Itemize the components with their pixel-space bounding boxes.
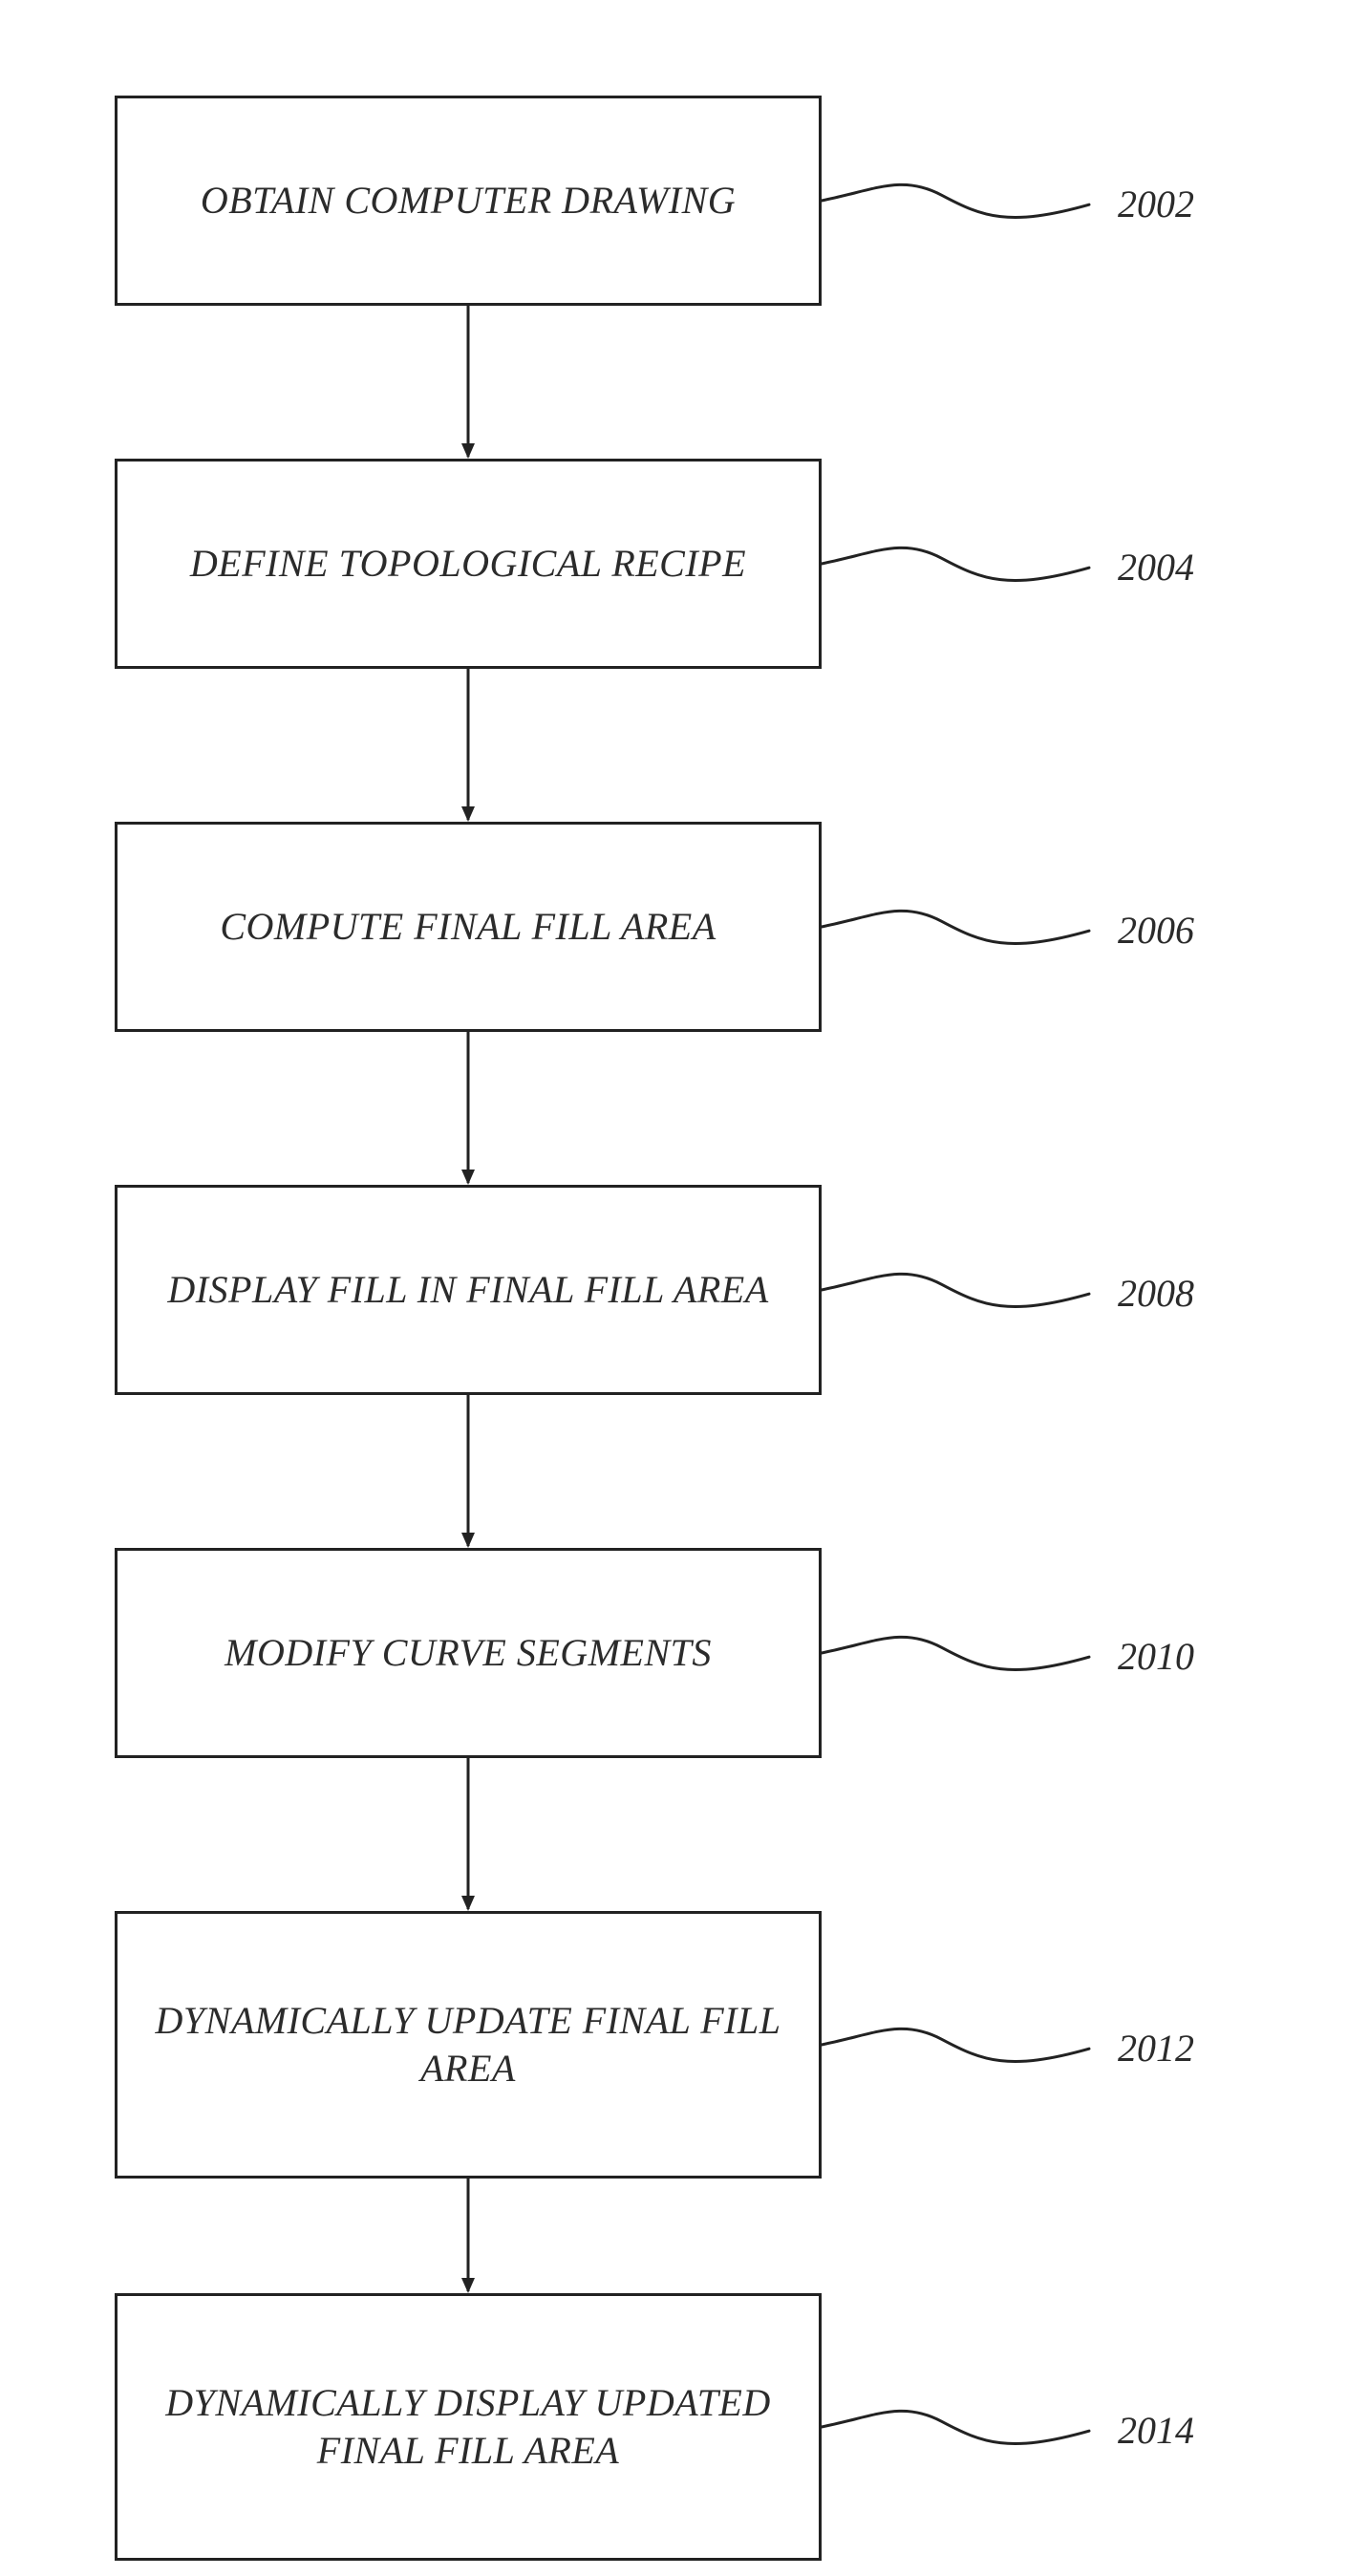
step-label: DYNAMICALLY DISPLAY UPDATED FINAL FILL A… xyxy=(165,2379,771,2475)
step-box-2002: OBTAIN COMPUTER DRAWING xyxy=(115,96,822,306)
step-box-2006: COMPUTE FINAL FILL AREA xyxy=(115,822,822,1032)
ref-label-2004: 2004 xyxy=(1118,545,1194,590)
ref-squiggle xyxy=(822,1637,1089,1669)
step-label: OBTAIN COMPUTER DRAWING xyxy=(201,177,736,225)
ref-label-2010: 2010 xyxy=(1118,1634,1194,1679)
flowchart-canvas: OBTAIN COMPUTER DRAWING DEFINE TOPOLOGIC… xyxy=(0,0,1369,2576)
ref-label-2002: 2002 xyxy=(1118,182,1194,226)
ref-label-2014: 2014 xyxy=(1118,2408,1194,2453)
squiggles-group xyxy=(822,184,1089,2443)
ref-label-2008: 2008 xyxy=(1118,1271,1194,1316)
step-box-2008: DISPLAY FILL IN FINAL FILL AREA xyxy=(115,1185,822,1395)
ref-squiggle xyxy=(822,2411,1089,2443)
step-label: COMPUTE FINAL FILL AREA xyxy=(220,903,716,951)
step-box-2004: DEFINE TOPOLOGICAL RECIPE xyxy=(115,459,822,669)
ref-squiggle xyxy=(822,184,1089,217)
ref-squiggle xyxy=(822,547,1089,580)
step-label: DEFINE TOPOLOGICAL RECIPE xyxy=(190,540,746,588)
ref-label-2006: 2006 xyxy=(1118,908,1194,953)
step-label: DISPLAY FILL IN FINAL FILL AREA xyxy=(167,1266,768,1314)
ref-squiggle xyxy=(822,2029,1089,2061)
ref-squiggle xyxy=(822,1274,1089,1306)
ref-label-2012: 2012 xyxy=(1118,2026,1194,2071)
step-label: MODIFY CURVE SEGMENTS xyxy=(225,1629,712,1677)
step-box-2014: DYNAMICALLY DISPLAY UPDATED FINAL FILL A… xyxy=(115,2293,822,2561)
step-label: DYNAMICALLY UPDATE FINAL FILL AREA xyxy=(156,1997,781,2093)
step-box-2010: MODIFY CURVE SEGMENTS xyxy=(115,1548,822,1758)
ref-squiggle xyxy=(822,911,1089,943)
step-box-2012: DYNAMICALLY UPDATE FINAL FILL AREA xyxy=(115,1911,822,2179)
